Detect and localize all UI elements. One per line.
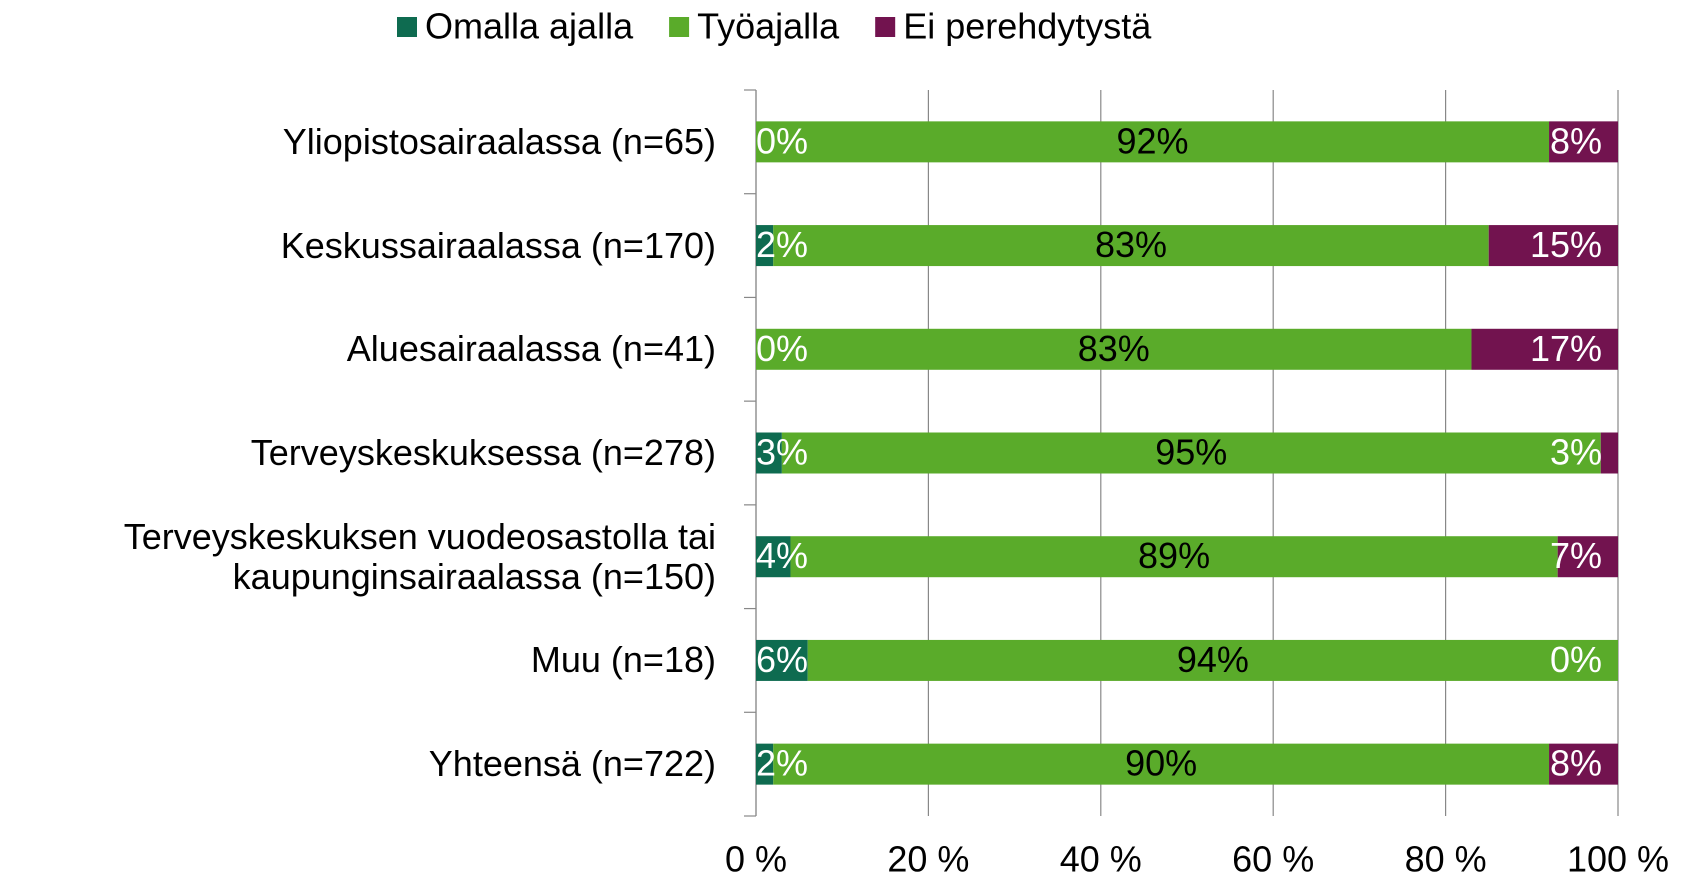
data-label: 0% bbox=[756, 328, 808, 369]
data-label: 3% bbox=[1550, 432, 1602, 473]
y-tick-label: Yliopistosairaalassa (n=65) bbox=[282, 120, 716, 162]
data-label: 2% bbox=[756, 743, 808, 784]
bar-segment bbox=[1600, 432, 1618, 474]
bar-segment bbox=[773, 743, 1550, 785]
legend-swatch bbox=[669, 17, 690, 37]
data-label: 83% bbox=[1078, 328, 1150, 369]
legend-label: Ei perehdytystä bbox=[903, 6, 1152, 47]
data-label: 92% bbox=[1116, 120, 1188, 161]
bar-segment bbox=[756, 536, 791, 578]
bar-segment bbox=[756, 328, 1472, 370]
data-label: 83% bbox=[1095, 224, 1167, 265]
legend-swatch bbox=[397, 17, 417, 37]
y-tick-label: Muu (n=18) bbox=[530, 639, 716, 681]
x-tick-label: 40 % bbox=[1060, 839, 1142, 880]
data-label: 4% bbox=[756, 535, 808, 576]
bar-segment bbox=[1557, 536, 1618, 578]
bar-segment bbox=[756, 639, 808, 681]
bar-segment bbox=[781, 432, 1601, 474]
y-tick-label: Yhteensä (n=722) bbox=[428, 743, 716, 785]
data-label: 95% bbox=[1155, 432, 1227, 473]
bar-segment bbox=[1488, 225, 1618, 267]
data-label: 94% bbox=[1177, 639, 1249, 680]
bar-segment bbox=[1549, 743, 1618, 785]
bar-segment bbox=[773, 225, 1489, 267]
y-tick-label: Terveyskeskuksen vuodeosastolla tai kaup… bbox=[123, 515, 716, 597]
y-tick-label: Aluesairaalassa (n=41) bbox=[346, 328, 716, 370]
data-label: 15% bbox=[1530, 224, 1602, 265]
data-label: 3% bbox=[756, 432, 808, 473]
bar-segment bbox=[790, 536, 1558, 578]
x-tick-label: 100 % bbox=[1567, 839, 1669, 880]
legend-swatch bbox=[875, 17, 896, 37]
x-tick-label: 0 % bbox=[725, 839, 787, 880]
bar-segment bbox=[756, 225, 774, 267]
y-tick-label: Terveyskeskuksessa (n=278) bbox=[250, 432, 716, 473]
x-tick-label: 80 % bbox=[1405, 839, 1487, 880]
data-label: 6% bbox=[756, 639, 808, 680]
bar-segment bbox=[756, 743, 774, 785]
data-label: 8% bbox=[1550, 743, 1602, 784]
bar-segment bbox=[1471, 328, 1618, 370]
bar-segment bbox=[756, 432, 782, 474]
data-label: 2% bbox=[756, 224, 808, 265]
x-tick-label: 20 % bbox=[887, 839, 969, 880]
legend-label: Omalla ajalla bbox=[425, 6, 634, 47]
data-label: 7% bbox=[1550, 535, 1602, 576]
y-tick-label: Keskussairaalassa (n=170) bbox=[280, 224, 716, 266]
data-label: 0% bbox=[756, 120, 808, 161]
data-label: 90% bbox=[1125, 743, 1197, 784]
legend-label: Työajalla bbox=[697, 6, 840, 47]
x-tick-label: 60 % bbox=[1232, 839, 1314, 880]
data-label: 89% bbox=[1138, 535, 1210, 576]
bar-segment bbox=[807, 639, 1618, 681]
data-label: 17% bbox=[1530, 328, 1602, 369]
bar-segment bbox=[756, 121, 1550, 163]
data-label: 0% bbox=[1550, 639, 1602, 680]
bar-segment bbox=[1549, 121, 1618, 163]
data-label: 8% bbox=[1550, 120, 1602, 161]
